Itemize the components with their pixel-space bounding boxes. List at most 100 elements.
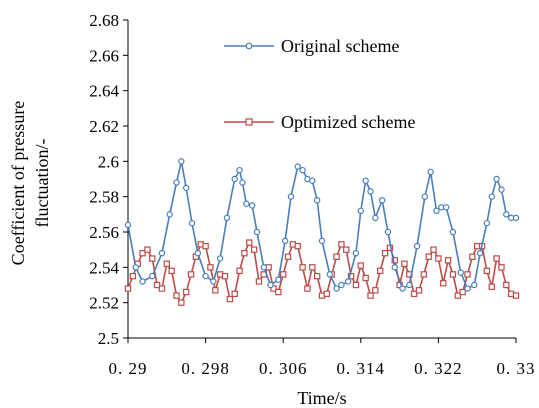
data-point: [253, 228, 261, 236]
y-tick-label: 2.6: [98, 152, 119, 171]
data-point: [275, 276, 282, 283]
series-layer: [124, 158, 520, 306]
y-axis-title-line-1: Coefficient of pressure: [8, 101, 28, 266]
data-point: [352, 249, 360, 257]
data-point: [187, 271, 195, 278]
data-point: [323, 290, 331, 298]
data-point: [284, 253, 292, 260]
data-point: [231, 290, 238, 298]
x-tick-label: 0. 33: [497, 359, 536, 378]
data-point: [182, 184, 190, 192]
data-point: [280, 271, 287, 278]
data-point: [333, 285, 340, 292]
data-point: [231, 175, 238, 183]
data-point: [178, 158, 185, 165]
legend-marker: [245, 42, 253, 50]
y-tick-label: 2.52: [89, 294, 119, 313]
data-point: [246, 239, 253, 246]
data-point: [338, 241, 345, 248]
data-point: [357, 207, 364, 214]
data-point: [166, 211, 173, 218]
data-point: [168, 267, 175, 275]
y-tick-label: 2.66: [89, 46, 119, 65]
data-point: [435, 255, 442, 262]
data-point: [483, 219, 491, 227]
data-point: [430, 246, 437, 253]
data-point: [260, 264, 267, 271]
data-point: [313, 196, 321, 204]
data-point: [488, 283, 495, 290]
series-original: [124, 158, 520, 292]
data-point: [226, 295, 234, 303]
x-axis-ticks: 0. 29 0. 298 0. 306 0. 314 0. 322 0. 33: [109, 338, 536, 378]
data-point: [457, 269, 464, 276]
data-point: [202, 272, 209, 280]
x-tick-label: 0. 29: [109, 359, 148, 378]
data-point: [212, 287, 219, 294]
data-point: [304, 285, 311, 292]
data-point: [362, 274, 369, 282]
data-point: [433, 207, 440, 214]
data-point: [241, 250, 248, 257]
data-point: [343, 246, 350, 253]
data-point: [299, 264, 306, 271]
data-point: [255, 278, 263, 285]
legend-item-original: Original scheme: [224, 36, 399, 56]
data-point: [183, 288, 190, 296]
y-tick-label: 2.58: [89, 188, 119, 207]
data-point: [464, 271, 471, 278]
data-point: [178, 299, 185, 306]
data-point: [275, 288, 282, 296]
x-tick-label: 0. 314: [337, 359, 386, 378]
data-point: [250, 246, 258, 253]
data-point: [420, 271, 428, 278]
data-point: [372, 214, 379, 222]
data-point: [326, 271, 333, 278]
x-tick-label: 0. 306: [259, 359, 308, 378]
data-point: [299, 166, 306, 174]
y-tick-label: 2.64: [89, 82, 119, 101]
data-point: [391, 257, 398, 264]
data-point: [309, 177, 316, 184]
data-point: [248, 202, 256, 209]
data-point: [444, 257, 452, 264]
data-point: [377, 267, 384, 275]
data-point: [132, 264, 139, 271]
data-point: [194, 249, 202, 257]
data-point: [173, 179, 180, 186]
data-point: [512, 214, 520, 222]
y-tick-label: 2.62: [89, 117, 119, 136]
data-point: [149, 255, 156, 262]
data-point: [149, 272, 156, 280]
legend-label: Optimized scheme: [281, 112, 415, 132]
data-point: [223, 214, 231, 222]
data-point: [243, 200, 250, 207]
data-point: [333, 253, 340, 260]
x-tick-label: 0. 322: [414, 359, 463, 378]
data-point: [493, 255, 500, 262]
data-point: [313, 272, 321, 280]
data-point: [401, 260, 408, 268]
data-point: [399, 285, 406, 292]
data-point: [207, 264, 214, 271]
data-point: [362, 177, 369, 184]
data-point: [144, 246, 151, 253]
data-point: [367, 292, 374, 299]
data-point: [158, 249, 166, 257]
data-point: [421, 193, 429, 200]
y-tick-label: 2.54: [89, 258, 119, 277]
data-point: [129, 272, 137, 280]
y-tick-label: 2.68: [89, 11, 119, 30]
data-point: [425, 253, 432, 260]
data-point: [406, 281, 413, 289]
y-axis-title-line-2: fluctuation/-: [32, 139, 52, 228]
data-point: [352, 281, 360, 289]
data-point: [503, 281, 510, 289]
data-point: [139, 278, 146, 285]
data-point: [294, 163, 301, 170]
data-point: [318, 237, 326, 245]
legend-label: Original scheme: [281, 36, 399, 56]
x-tick-label: 0. 298: [181, 359, 230, 378]
data-point: [469, 253, 476, 260]
